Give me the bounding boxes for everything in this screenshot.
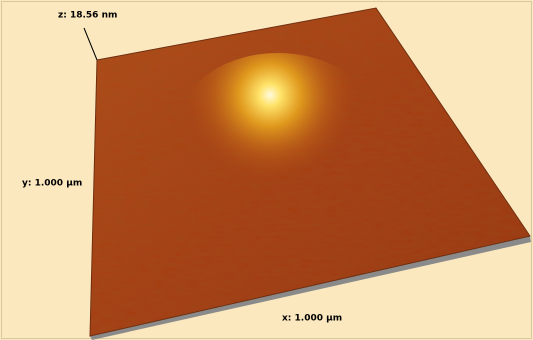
peak — [183, 53, 373, 183]
y-label: y: 1.000 µm — [22, 179, 82, 189]
x-label: x: 1.000 µm — [282, 314, 342, 324]
z-label: z: 18.56 nm — [58, 11, 117, 21]
page: {"labels": {"z": "z: 18.56 nm", "y": "y:… — [0, 0, 533, 340]
afm-view: z: 18.56 nm y: 1.000 µm x: 1.000 µm — [0, 0, 533, 340]
